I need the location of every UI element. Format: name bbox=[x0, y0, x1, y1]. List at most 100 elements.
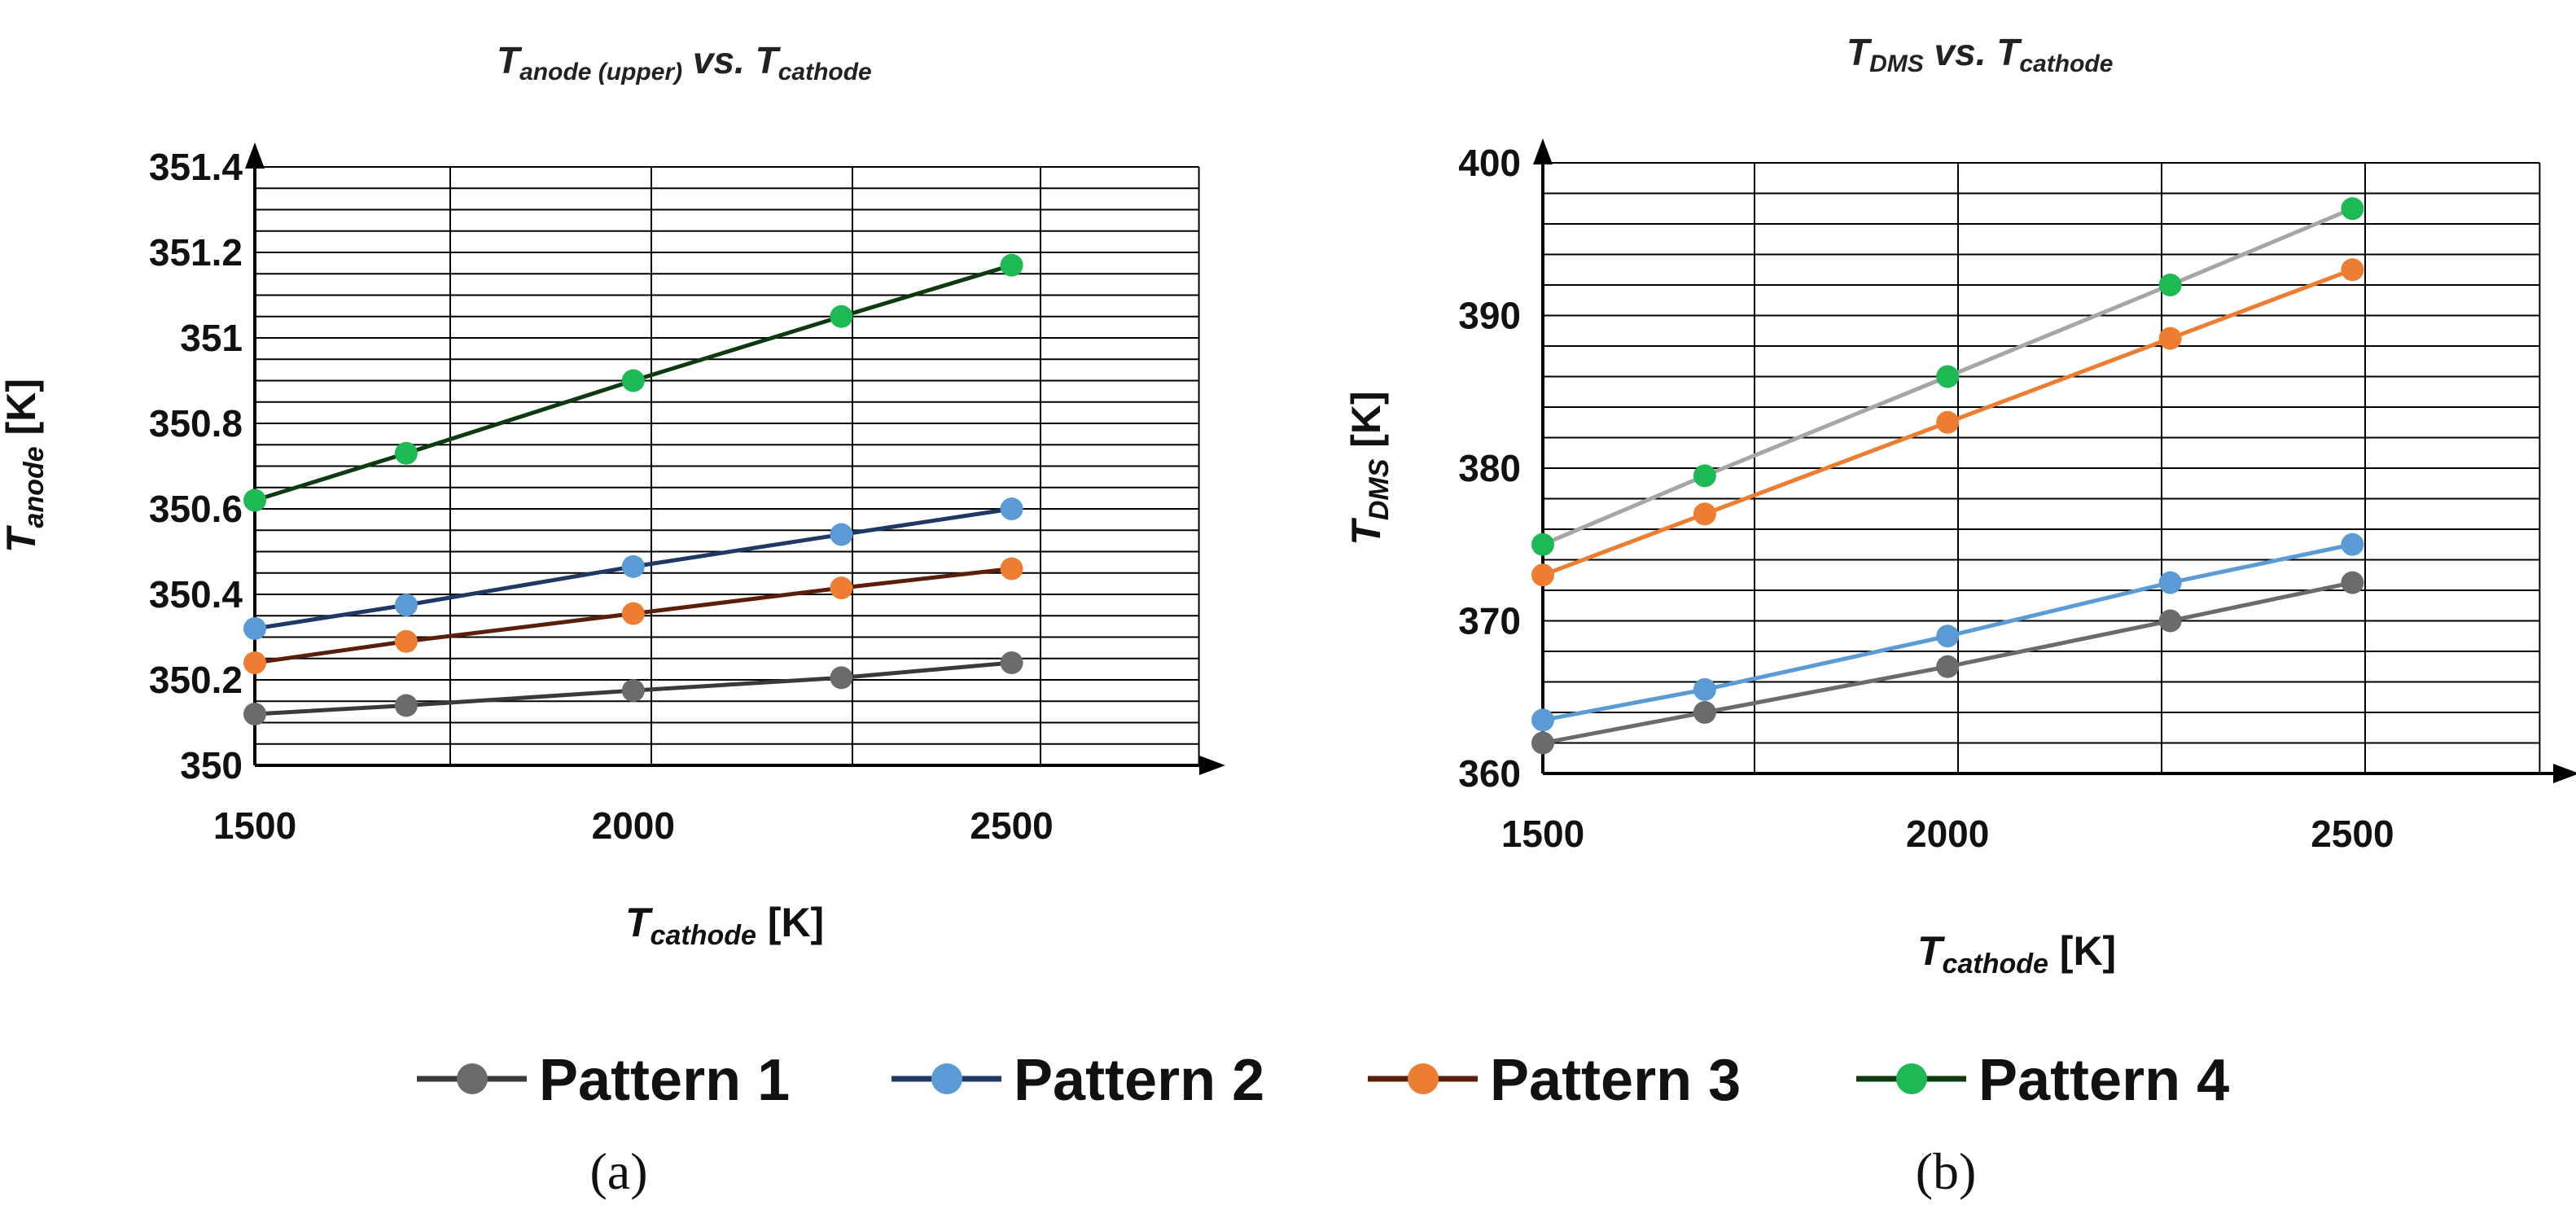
data-point bbox=[2341, 571, 2364, 594]
y-tick-label: 350 bbox=[180, 744, 243, 787]
xlabel-unit: [K] bbox=[2048, 928, 2116, 974]
data-point bbox=[1693, 701, 1716, 724]
series-3 bbox=[1531, 258, 2364, 587]
data-point bbox=[1000, 557, 1023, 581]
legend-item: Pattern 3 bbox=[1368, 1048, 1741, 1113]
axes bbox=[1533, 138, 2576, 783]
series-2 bbox=[243, 497, 1023, 640]
data-point bbox=[1531, 532, 1554, 556]
xlabel-main: T bbox=[625, 900, 654, 945]
data-point bbox=[830, 666, 853, 690]
data-point bbox=[243, 489, 266, 512]
data-point bbox=[621, 554, 645, 578]
data-point bbox=[2158, 609, 2182, 633]
data-point bbox=[2341, 258, 2364, 282]
grid bbox=[254, 166, 1200, 766]
panel-caption: (a) bbox=[589, 1142, 647, 1200]
y-axis-label: TDMS [K] bbox=[1343, 391, 1395, 545]
chart-title: TDMS vs. Tcathode bbox=[1847, 31, 2113, 77]
series-3 bbox=[243, 557, 1023, 674]
y-tick-label: 351.2 bbox=[149, 231, 243, 274]
title-mid: vs. T bbox=[1924, 31, 2023, 73]
data-point bbox=[2158, 274, 2182, 296]
x-tick-label: 2500 bbox=[2311, 813, 2394, 855]
ylabel-unit: [K] bbox=[0, 379, 44, 446]
legend-label: Pattern 1 bbox=[539, 1048, 790, 1113]
title-main: T bbox=[1847, 31, 1873, 73]
data-point bbox=[830, 576, 853, 600]
series-1 bbox=[1531, 571, 2364, 755]
y-tick-label: 351.4 bbox=[149, 146, 243, 188]
y-tick-label: 350.2 bbox=[149, 659, 243, 701]
chart-title: Tanode (upper) vs. Tcathode bbox=[497, 39, 872, 85]
title-main: T bbox=[497, 39, 523, 81]
data-point bbox=[621, 679, 645, 703]
title-sub: anode (upper) bbox=[519, 59, 682, 85]
legend-swatch-marker bbox=[1408, 1063, 1439, 1094]
x-tick-label: 1500 bbox=[1501, 813, 1584, 855]
data-point bbox=[2341, 197, 2364, 221]
x-axis-label: Tcathode [K] bbox=[1917, 928, 2116, 979]
data-point bbox=[394, 441, 418, 465]
data-point bbox=[1693, 677, 1716, 701]
legend-label: Pattern 4 bbox=[1978, 1048, 2229, 1113]
xlabel-sub: cathode bbox=[1943, 949, 2048, 979]
data-point bbox=[1531, 731, 1554, 755]
data-point bbox=[394, 694, 418, 717]
ylabel-sub: DMS bbox=[1364, 458, 1395, 520]
series-1 bbox=[243, 651, 1023, 725]
data-point bbox=[243, 703, 266, 725]
grid bbox=[1542, 162, 2541, 774]
x-tick-label: 2000 bbox=[1906, 813, 1989, 855]
data-point bbox=[243, 651, 266, 674]
y-axis-label: Tanode [K] bbox=[0, 379, 50, 553]
x-tick-label: 2000 bbox=[592, 804, 675, 847]
data-point bbox=[1000, 253, 1023, 277]
legend-swatch-marker bbox=[1896, 1063, 1927, 1094]
xlabel-unit: [K] bbox=[756, 900, 824, 945]
data-point bbox=[621, 602, 645, 625]
y-axis-arrow bbox=[245, 142, 265, 169]
xlabel-sub: cathode bbox=[651, 920, 756, 951]
data-point bbox=[1936, 655, 1960, 678]
ylabel-main: T bbox=[1343, 517, 1389, 546]
data-point bbox=[243, 617, 266, 640]
title-mid: vs. T bbox=[682, 39, 782, 81]
data-point bbox=[2158, 326, 2182, 350]
legend-label: Pattern 2 bbox=[1014, 1048, 1264, 1113]
data-point bbox=[1936, 410, 1960, 434]
data-point bbox=[394, 629, 418, 653]
y-tick-label: 350.6 bbox=[149, 488, 243, 530]
xlabel-main: T bbox=[1917, 928, 1946, 974]
title-sub: DMS bbox=[1869, 50, 1924, 77]
y-tick-label: 351 bbox=[180, 317, 243, 359]
data-point bbox=[2158, 571, 2182, 594]
series-4 bbox=[1531, 197, 2364, 556]
legend-label: Pattern 3 bbox=[1490, 1048, 1741, 1113]
y-tick-label: 350.8 bbox=[149, 402, 243, 445]
legend-item: Pattern 1 bbox=[417, 1048, 790, 1113]
series-2 bbox=[1531, 532, 2364, 732]
data-point bbox=[1936, 624, 1960, 648]
data-point bbox=[1936, 365, 1960, 388]
chart-a: 350 350.2 350.4 350.6 350.8 351 351.2 351.4 1500… bbox=[0, 39, 1225, 1200]
data-point bbox=[1000, 651, 1023, 674]
ylabel-sub: anode bbox=[19, 446, 50, 528]
data-point bbox=[830, 523, 853, 546]
y-tick-label: 390 bbox=[1458, 295, 1521, 337]
title-sub2: cathode bbox=[2019, 50, 2113, 77]
panel-caption: (b) bbox=[1916, 1142, 1977, 1200]
y-tick-label: 400 bbox=[1458, 142, 1521, 184]
y-axis-arrow bbox=[1533, 138, 1553, 164]
series-4 bbox=[243, 253, 1023, 512]
data-point bbox=[1693, 502, 1716, 526]
data-point bbox=[1000, 497, 1023, 520]
x-axis-arrow bbox=[1199, 756, 1225, 775]
ylabel-main: T bbox=[0, 524, 44, 553]
legend-item: Pattern 4 bbox=[1856, 1048, 2229, 1113]
ylabel-unit: [K] bbox=[1343, 391, 1389, 458]
y-tick-label: 350.4 bbox=[149, 573, 243, 616]
data-point bbox=[830, 305, 853, 328]
